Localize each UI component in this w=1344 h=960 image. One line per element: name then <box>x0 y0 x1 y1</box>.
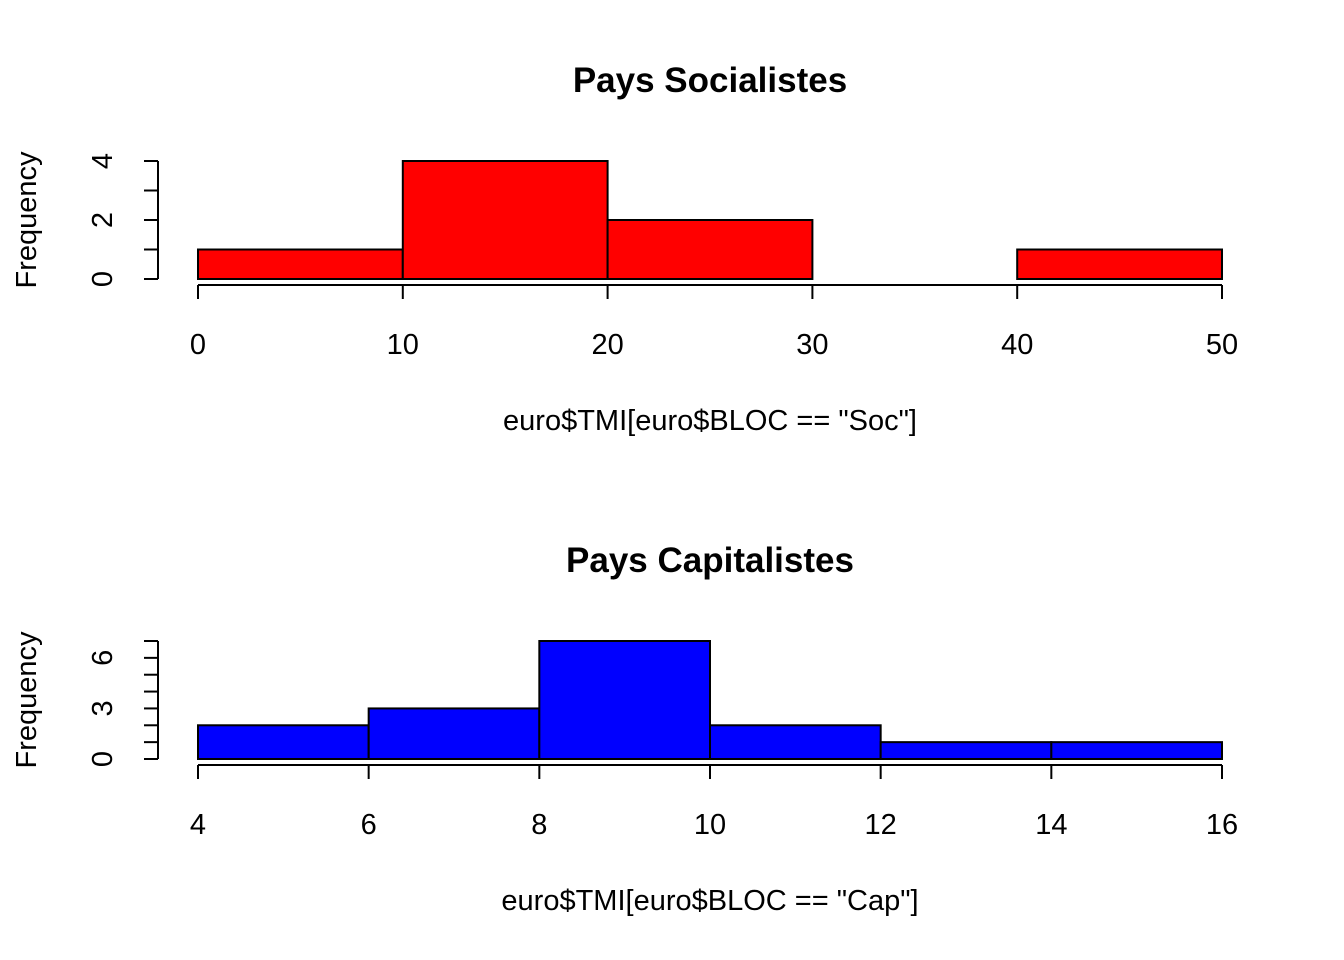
y-axis: 0 3 6 <box>87 640 159 767</box>
y-tick-label: 6 <box>87 650 119 666</box>
histogram-bar <box>401 160 609 280</box>
y-axis: 0 2 4 <box>87 153 159 287</box>
histogram-bar <box>367 707 541 761</box>
x-tick-label: 12 <box>865 809 897 841</box>
x-tick-label: 6 <box>361 809 377 841</box>
x-tick-label: 16 <box>1206 809 1238 841</box>
x-axis-label: euro$TMI[euro$BLOC == "Soc"] <box>503 405 917 437</box>
y-tick-label: 0 <box>87 271 119 287</box>
x-tick-label: 4 <box>190 809 206 841</box>
x-axis: 4 6 8 10 12 14 16 <box>190 764 1238 841</box>
chart-title: Pays Capitalistes <box>566 541 854 580</box>
histogram-bar <box>709 724 882 760</box>
histogram-bar <box>538 640 711 760</box>
y-tick-label: 3 <box>87 700 119 716</box>
x-axis: 0 10 20 30 40 50 <box>190 284 1238 361</box>
x-tick-label: 50 <box>1206 329 1238 361</box>
bars <box>197 160 1224 280</box>
x-tick-label: 20 <box>591 329 623 361</box>
y-tick-label: 0 <box>87 751 119 767</box>
chart-title: Pays Socialistes <box>573 61 847 100</box>
histogram-panel-socialistes: Pays Socialistes euro$TMI[euro$BLOC == "… <box>11 61 1238 437</box>
bars <box>197 640 1224 761</box>
histogram-bar <box>197 724 370 760</box>
y-axis-label: Frequency <box>11 151 43 289</box>
x-axis-label: euro$TMI[euro$BLOC == "Cap"] <box>501 885 918 917</box>
x-tick-label: 0 <box>190 329 206 361</box>
histogram-bar <box>1050 741 1224 761</box>
histogram-bar <box>606 219 814 280</box>
histogram-panel-capitalistes: Pays Capitalistes euro$TMI[euro$BLOC == … <box>11 541 1238 917</box>
histogram-bar <box>1016 248 1224 280</box>
y-tick-label: 2 <box>87 212 119 228</box>
x-tick-label: 30 <box>796 329 828 361</box>
x-tick-label: 10 <box>387 329 419 361</box>
x-tick-label: 8 <box>531 809 547 841</box>
y-axis-label: Frequency <box>11 631 43 769</box>
y-tick-label: 4 <box>87 153 119 169</box>
histogram-bar <box>197 248 404 280</box>
histogram-bar <box>879 741 1053 761</box>
x-tick-label: 14 <box>1035 809 1067 841</box>
x-tick-label: 40 <box>1001 329 1033 361</box>
x-tick-label: 10 <box>694 809 726 841</box>
